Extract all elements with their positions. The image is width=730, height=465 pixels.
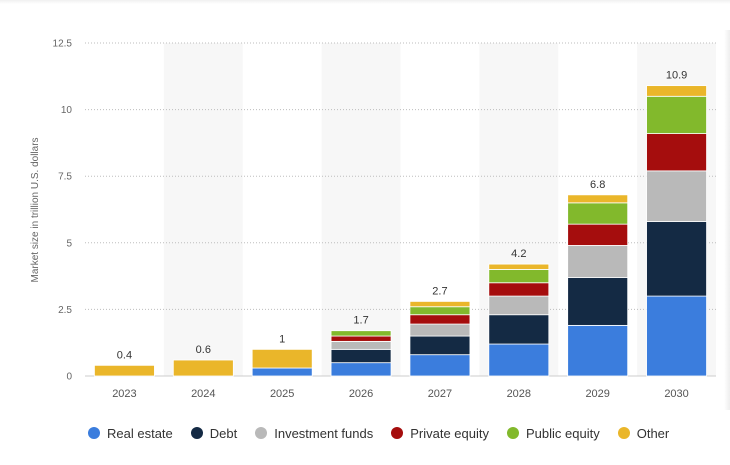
legend-label: Private equity: [410, 425, 489, 441]
bar-segment[interactable]: [646, 133, 707, 172]
legend-swatch: [190, 427, 203, 439]
x-tick-label: 2024: [191, 388, 215, 400]
legend-item[interactable]: Debt: [190, 425, 238, 441]
bar-segment[interactable]: [567, 223, 629, 246]
column-band: [163, 43, 243, 376]
bar-segment[interactable]: [646, 170, 707, 222]
bar-segment[interactable]: [251, 348, 313, 369]
bar-segment[interactable]: [330, 330, 392, 337]
bar-segment[interactable]: [330, 335, 392, 342]
x-tick-label: 2026: [349, 388, 373, 400]
x-tick-label: 2027: [428, 388, 452, 400]
x-tick-label: 2028: [507, 388, 531, 400]
legend-label: Investment funds: [274, 425, 374, 441]
bar-segment[interactable]: [172, 359, 234, 377]
bar-segment[interactable]: [567, 324, 629, 377]
bar-segment[interactable]: [330, 340, 392, 350]
bar-segment[interactable]: [488, 314, 550, 345]
bar-segment[interactable]: [409, 354, 471, 377]
legend-swatch: [255, 427, 268, 439]
legend-label: Real estate: [107, 425, 173, 441]
y-tick-label: 7.5: [58, 172, 72, 183]
legend-swatch: [391, 427, 404, 439]
y-axis-title: Market size in trillion U.S. dollars: [30, 137, 41, 282]
bar-segment[interactable]: [94, 364, 155, 377]
total-label: 1: [279, 333, 285, 345]
legend-swatch: [88, 427, 100, 439]
legend: Real estate Debt Investment funds Private e…: [0, 421, 730, 445]
y-tick-label: 12.5: [53, 39, 73, 50]
bar-segment[interactable]: [646, 85, 707, 97]
legend-item[interactable]: Other: [617, 425, 670, 441]
bar-segment[interactable]: [409, 306, 471, 316]
column-band: [321, 43, 401, 376]
total-label: 0.4: [117, 349, 132, 361]
total-label: 2.7: [432, 285, 447, 297]
legend-label: Other: [636, 425, 670, 441]
y-tick-label: 5: [66, 238, 72, 249]
bars: [94, 85, 707, 377]
total-label: 10.9: [666, 70, 687, 82]
x-tick-label: 2025: [270, 388, 294, 400]
bar-segment[interactable]: [409, 323, 471, 337]
legend-swatch: [617, 427, 630, 439]
bar-segment[interactable]: [567, 277, 629, 326]
y-tick-label: 0: [66, 372, 72, 383]
bar-segment[interactable]: [488, 263, 550, 270]
right-edge-shadow: [724, 30, 730, 410]
legend-item[interactable]: Private equity: [391, 426, 489, 441]
bar-segment[interactable]: [488, 269, 550, 284]
y-tick-label: 2.5: [58, 305, 72, 316]
bar-segment[interactable]: [330, 362, 392, 377]
bar-segment[interactable]: [567, 194, 629, 204]
legend-label: Public equity: [526, 425, 600, 441]
bar-segment[interactable]: [488, 282, 550, 297]
x-axis-ticks: 2023 2024 2025 2026 2027 2028 2029 2030: [112, 388, 689, 400]
bar-segment[interactable]: [567, 245, 629, 278]
bar-segment[interactable]: [409, 301, 471, 308]
total-label: 6.8: [590, 179, 605, 191]
x-tick-label: 2023: [112, 388, 136, 400]
bar-segment[interactable]: [488, 343, 550, 377]
legend-label: Debt: [209, 425, 238, 441]
bar-segment[interactable]: [251, 367, 313, 377]
bar-segment[interactable]: [409, 314, 471, 325]
x-tick-label: 2030: [664, 388, 688, 400]
legend-swatch: [507, 427, 519, 439]
legend-item[interactable]: Real estate: [88, 426, 173, 441]
total-label: 0.6: [196, 344, 211, 356]
bar-segment[interactable]: [646, 295, 707, 377]
bar-segment[interactable]: [646, 221, 707, 297]
bar-segment[interactable]: [330, 348, 392, 364]
bar-segment[interactable]: [409, 335, 471, 356]
total-label: 4.2: [511, 248, 526, 260]
x-tick-label: 2029: [585, 388, 609, 400]
y-axis-ticks: 0 2.5 5 7.5 10 12.5: [53, 39, 73, 383]
bar-segment[interactable]: [646, 95, 707, 134]
total-labels: 0.4 0.6 1 1.7 2.7 4.2 6.8 10.9: [117, 70, 687, 362]
y-tick-label: 10: [61, 105, 73, 116]
bar-segment[interactable]: [567, 202, 629, 225]
legend-item[interactable]: Public equity: [507, 426, 600, 441]
legend-item[interactable]: Investment funds: [255, 426, 373, 441]
bar-segment[interactable]: [488, 295, 550, 316]
total-label: 1.7: [353, 315, 368, 327]
top-edge-shadow: [0, 0, 730, 4]
